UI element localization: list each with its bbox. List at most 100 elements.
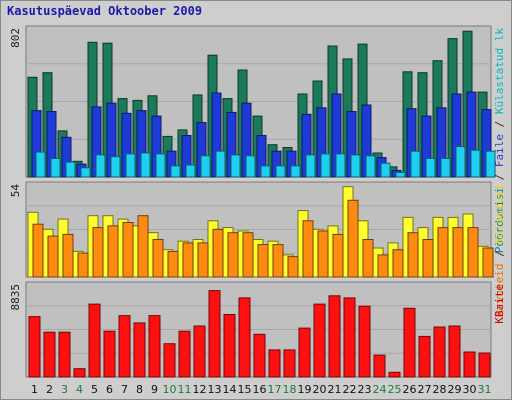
panel-2-bar-arvuteid-20 [317,230,329,278]
x-tick-label-22: 22 [343,383,357,396]
series-label-part: Arvuteid [493,263,506,316]
series-label-part: KBaite [493,284,506,324]
panel-1-bar-külastatud-lk-17 [275,165,286,178]
panel-1-bar-külastatud-lk-13 [215,150,226,178]
panel-2-series-label: Arvuteid / Külastusi [493,184,506,316]
x-tick-label-12: 12 [193,383,207,396]
panel-2-bar-arvuteid-31 [482,247,494,278]
panel-2-bar-arvuteid-27 [422,239,434,278]
panel-3-bar-kbaite-8 [133,322,146,378]
panel-1-series-label: Pöördumisi / Faile / Külastatud lk [493,28,506,254]
panel-2-bar-arvuteid-9 [152,239,164,278]
panel-1-bar-külastatud-lk-11 [185,164,196,178]
x-tick-label-31: 31 [478,383,492,396]
panel-1-bar-külastatud-lk-26 [410,150,421,178]
panel-2-bar-arvuteid-21 [332,233,344,278]
panel-1-bar-külastatud-lk-25 [395,171,406,178]
panel-1-bar-külastatud-lk-31 [485,150,496,178]
chart-title: Kasutuspäevad Oktoober 2009 [7,4,203,18]
panel-2-bar-arvuteid-28 [437,227,449,278]
panel-3-bar-kbaite-1 [28,316,41,378]
panel-2-bar-arvuteid-24 [377,254,389,278]
x-tick-label-6: 6 [106,383,113,396]
x-tick-label-17: 17 [268,383,282,396]
panel-1-bar-külastatud-lk-5 [95,154,106,178]
panel-1-bar-külastatud-lk-24 [380,162,391,178]
panel-1-bar-külastatud-lk-14 [230,154,241,178]
x-tick-label-24: 24 [373,383,387,396]
panel-3-bar-kbaite-25 [388,371,401,378]
panel-1-max-label: 802 [9,28,22,48]
panel-2-bar-arvuteid-5 [92,227,104,278]
panel-2-bar-arvuteid-17 [272,244,284,278]
panel-2-bar-arvuteid-19 [302,220,314,278]
panel-3-bar-kbaite-6 [103,330,116,378]
panel-2-bar-arvuteid-3 [62,233,74,278]
panel-1-bar-külastatud-lk-15 [245,155,256,178]
panel-2-bar-arvuteid-2 [47,235,59,278]
panel-1-bar-külastatud-lk-2 [50,158,61,178]
panel-1-bar-külastatud-lk-7 [125,153,136,178]
x-tick-label-11: 11 [178,383,192,396]
panel-3-bar-kbaite-13 [208,290,221,378]
panel-3-bar-kbaite-18 [283,349,296,378]
panel-3-bar-kbaite-7 [118,315,131,378]
panel-2-bar-arvuteid-10 [167,250,179,278]
panel-2-bar-arvuteid-7 [122,222,134,278]
x-tick-label-18: 18 [283,383,297,396]
series-label-part: Faile [493,134,506,167]
panel-3-bar-kbaite-26 [403,307,416,378]
panel-3-bar-kbaite-24 [373,354,386,378]
panel-3-bar-kbaite-4 [73,368,86,378]
panel-2-bar-arvuteid-12 [197,242,209,278]
panel-3-bar-kbaite-29 [448,325,461,378]
x-tick-label-25: 25 [388,383,402,396]
panel-1-bar-külastatud-lk-28 [440,158,451,178]
panel-2-bar-arvuteid-30 [467,227,479,278]
panel-1-bar-külastatud-lk-10 [170,165,181,178]
panel-2-bar-arvuteid-26 [407,232,419,278]
panel-1-bar-külastatud-lk-8 [140,152,151,178]
x-tick-label-1: 1 [31,383,38,396]
x-tick-label-14: 14 [223,383,237,396]
series-label-part: Külastusi [493,184,506,244]
panel-1-bar-külastatud-lk-18 [290,165,301,178]
panel-3-bar-kbaite-22 [343,297,356,378]
panel-1-bar-külastatud-lk-27 [425,158,436,178]
panel-3-bar-kbaite-28 [433,326,446,378]
panel-3-bar-kbaite-2 [43,331,56,378]
x-tick-label-8: 8 [136,383,143,396]
panel-1-bar-külastatud-lk-29 [455,146,466,178]
panel-1-bar-külastatud-lk-9 [155,153,166,178]
panel-3-bar-kbaite-14 [223,314,236,378]
panel-1-bar-külastatud-lk-19 [305,154,316,178]
panel-3-series-label: KBaite [493,284,506,324]
panel-3-bar-kbaite-16 [253,333,266,378]
panel-2-bar-arvuteid-11 [182,242,194,278]
x-tick-label-13: 13 [208,383,222,396]
x-tick-label-9: 9 [151,383,158,396]
x-tick-label-21: 21 [328,383,342,396]
panel-2-bar-arvuteid-8 [137,215,149,278]
panel-3-bar-kbaite-11 [178,330,191,378]
panel-3-bar-kbaite-30 [463,351,476,378]
panel-3-bar-kbaite-19 [298,327,311,378]
panel-3-bar-kbaite-12 [193,325,206,378]
panel-3-bar-kbaite-21 [328,295,341,378]
x-tick-label-28: 28 [433,383,447,396]
series-label-part: / [493,244,506,264]
panel-1-bar-külastatud-lk-6 [110,156,121,178]
panel-1-bar-külastatud-lk-21 [335,153,346,178]
x-tick-label-27: 27 [418,383,432,396]
x-tick-label-23: 23 [358,383,372,396]
series-label-part: Külastatud lk [493,28,506,114]
panel-2-bar-arvuteid-25 [392,249,404,278]
panel-3-bar-kbaite-23 [358,305,371,378]
x-tick-label-5: 5 [91,383,98,396]
panel-1-bar-külastatud-lk-12 [200,155,211,178]
x-tick-label-4: 4 [76,383,83,396]
panel-1-bar-külastatud-lk-1 [35,151,46,178]
panel-1-bar-külastatud-lk-23 [365,155,376,178]
panel-3-max-label: 8835 [9,284,22,311]
